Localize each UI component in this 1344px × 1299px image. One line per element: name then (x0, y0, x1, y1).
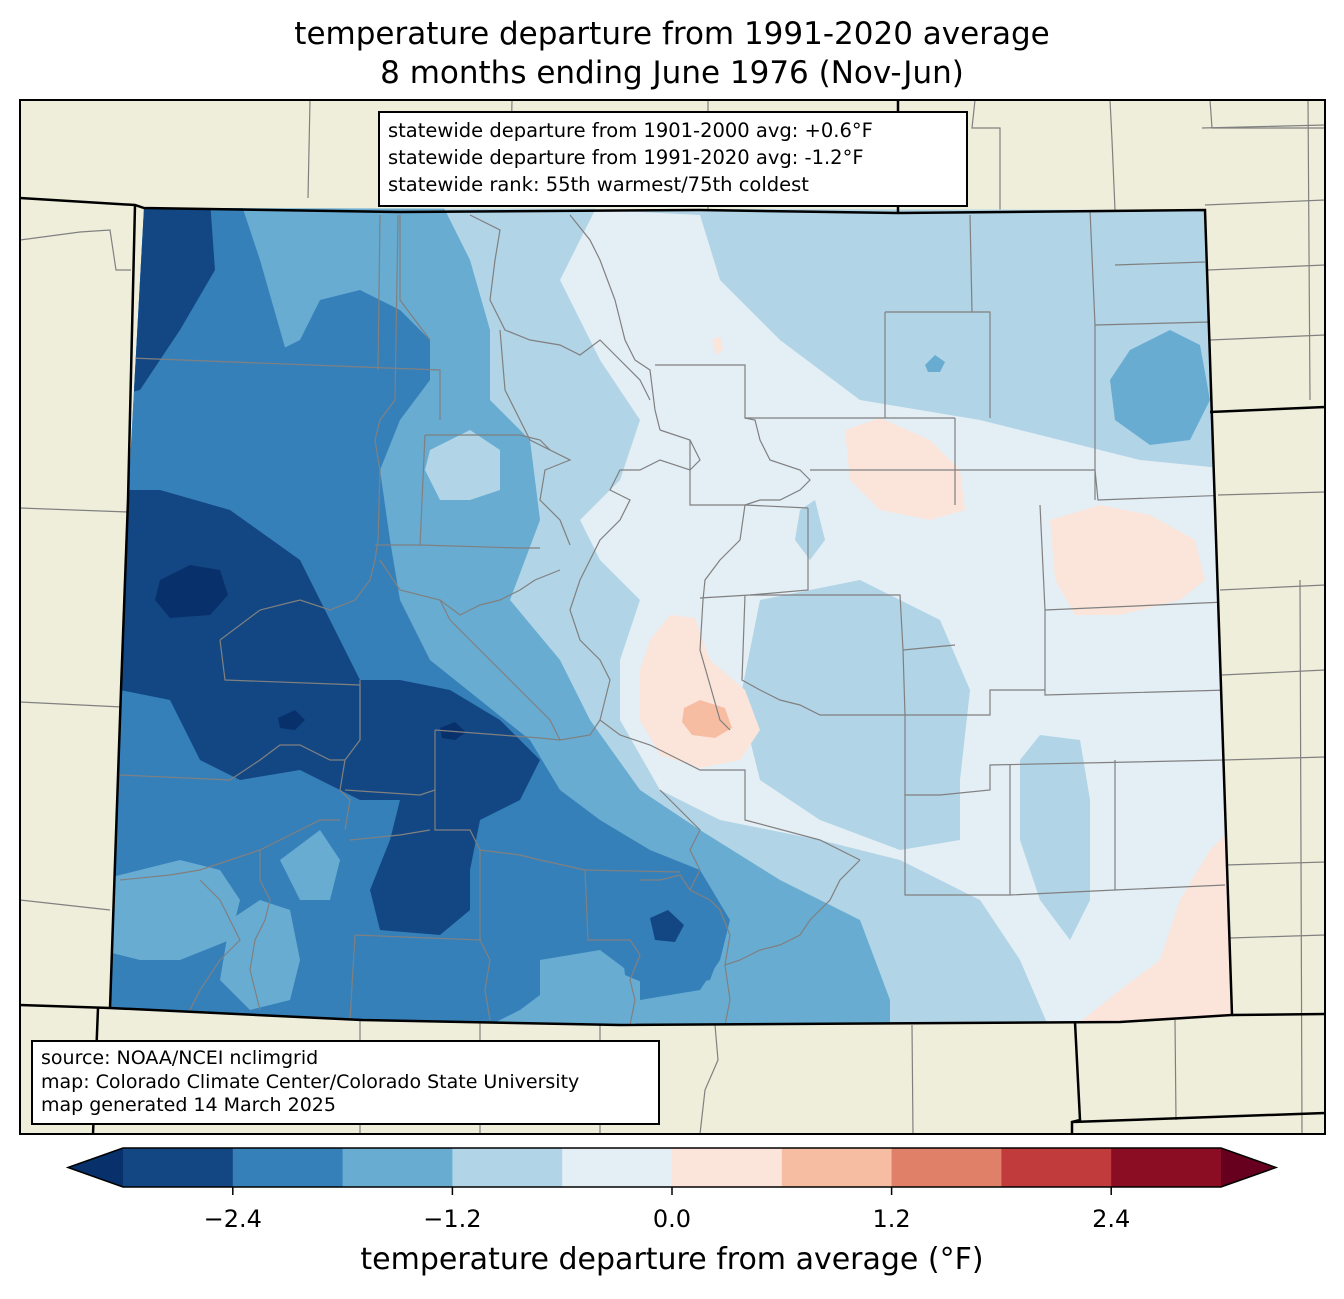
colorbar-bin-4 (562, 1148, 673, 1187)
credits-box: source: NOAA/NCEI nclimgrid map: Colorad… (31, 1040, 660, 1125)
colorbar-tick-label: −1.2 (423, 1205, 482, 1233)
colorbar-tick-label: 0.0 (652, 1205, 692, 1233)
colorbar-tick-label: 2.4 (1092, 1205, 1131, 1233)
map-title-line2: 8 months ending June 1976 (Nov-Jun) (380, 55, 964, 91)
colorbar-extend-high (1221, 1148, 1276, 1187)
colorbar-tick-label: 1.2 (872, 1205, 911, 1233)
colorbar-extend-low (68, 1148, 123, 1187)
colorbar-bin-5 (672, 1148, 783, 1187)
temperature-contours (110, 208, 1232, 1025)
colorbar-bin-6 (781, 1148, 893, 1187)
map-title-line1: temperature departure from 1991-2020 ave… (294, 16, 1050, 52)
stats-line-1: statewide departure from 1901-2000 avg: … (388, 119, 873, 142)
colorbar-label: temperature departure from average (°F) (360, 1242, 984, 1277)
county-lines (119, 209, 1231, 1025)
stats-line-2: statewide departure from 1991-2020 avg: … (388, 146, 864, 169)
credits-line-1: source: NOAA/NCEI nclimgrid (41, 1047, 319, 1069)
colorbar-bin-7 (891, 1148, 1002, 1187)
credits-line-2: map: Colorado Climate Center/Colorado St… (41, 1070, 580, 1093)
colorbar-bin-2 (342, 1148, 453, 1187)
colorbar-bin-0 (123, 1148, 234, 1187)
colorbar (65, 1147, 1279, 1195)
colorbar-bin-9 (1111, 1148, 1222, 1187)
statewide-stats-box: statewide departure from 1901-2000 avg: … (378, 111, 968, 207)
colorbar-bin-8 (1001, 1148, 1112, 1187)
colorbar-bin-3 (452, 1148, 563, 1187)
colorbar-bin-1 (232, 1148, 344, 1187)
credits-line-3: map generated 14 March 2025 (41, 1094, 336, 1116)
colorbar-outline (65, 1147, 1279, 1188)
stats-line-3: statewide rank: 55th warmest/75th coldes… (388, 173, 809, 196)
state-borders (20, 100, 1325, 1134)
colorbar-tick-label: −2.4 (203, 1205, 262, 1233)
